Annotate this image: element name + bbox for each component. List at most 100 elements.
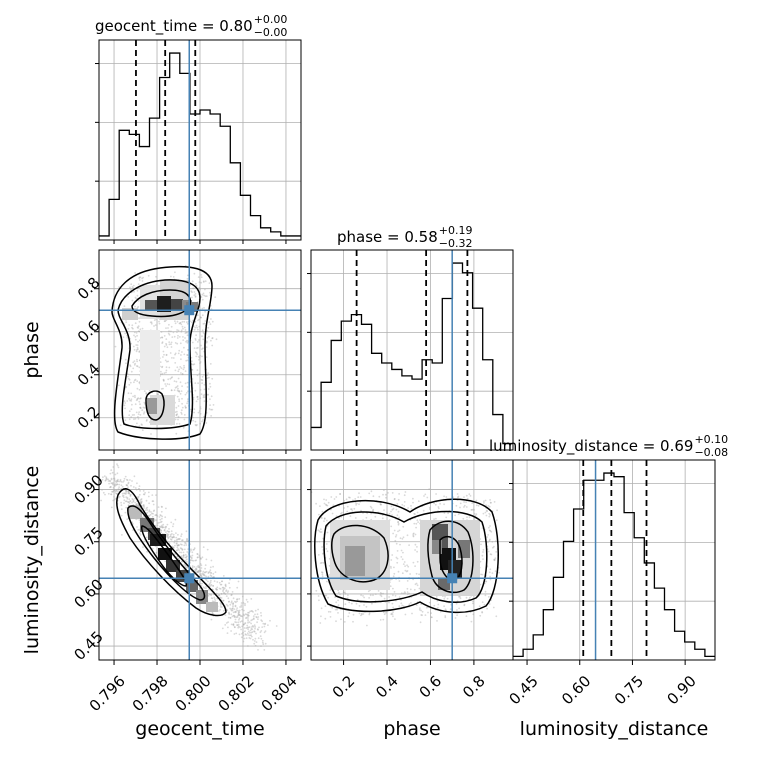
contour-inner-time-dist xyxy=(141,525,188,587)
scatter-pt-phase-dist xyxy=(482,551,484,553)
scatter-pt-time-dist xyxy=(163,529,166,532)
scatter-pt-time-dist xyxy=(171,536,174,539)
scatter-pt-time-phase xyxy=(177,352,180,355)
scatter-pt-time-dist xyxy=(241,632,243,635)
scatter-pt-phase-dist xyxy=(420,609,422,612)
scatter-pt-time-phase xyxy=(197,276,200,278)
scatter-pt-time-dist xyxy=(229,617,232,619)
scatter-pt-time-dist xyxy=(253,630,256,632)
scatter-pt-time-phase xyxy=(170,389,173,392)
scatter-pt-phase-dist xyxy=(392,575,395,578)
scatter-pt-phase-dist xyxy=(428,506,431,509)
scatter-pt-phase-dist xyxy=(401,558,404,561)
scatter-pt-time-phase xyxy=(146,419,148,421)
frame-luminosity_distance-luminosity_distance xyxy=(512,459,716,661)
scatter-pt-phase-dist xyxy=(350,508,353,511)
scatter-pt-time-dist xyxy=(182,551,185,554)
scatter-pt-time-phase xyxy=(159,361,162,363)
scatter-pt-time-phase xyxy=(181,373,184,376)
scatter-pt-time-dist xyxy=(163,526,165,529)
scatter-pt-time-dist xyxy=(226,605,229,607)
scatter-pt-time-dist xyxy=(134,497,136,500)
scatter-pt-time-dist xyxy=(178,537,181,540)
scatter-pt-time-dist xyxy=(257,649,259,651)
scatter-pt-time-dist xyxy=(105,478,108,480)
scatter-pt-time-phase xyxy=(201,335,203,338)
scatter-pt-time-phase xyxy=(179,381,182,384)
scatter-pt-time-dist xyxy=(172,535,175,538)
scatter-pt-time-phase xyxy=(183,326,186,329)
scatter-pt-phase-dist xyxy=(486,607,488,610)
scatter-pt-time-phase xyxy=(182,368,185,371)
scatter-pt-time-phase xyxy=(136,294,139,297)
scatter-pt-time-dist xyxy=(233,616,236,619)
scatter-pt-phase-dist xyxy=(382,493,384,496)
scatter-pt-phase-dist xyxy=(402,536,405,539)
scatter-pt-phase-dist xyxy=(321,546,323,548)
scatter-pt-time-dist xyxy=(138,485,141,487)
scatter-pt-time-phase xyxy=(191,280,194,283)
scatter-pt-phase-dist xyxy=(489,578,492,581)
scatter-pt-time-dist xyxy=(193,565,196,568)
scatter-pt-time-dist xyxy=(228,586,231,589)
scatter-pt-phase-dist xyxy=(485,509,488,512)
scatter-pt-phase-dist xyxy=(488,529,491,532)
scatter-pt-time-dist xyxy=(118,486,120,489)
scatter-pt-phase-dist xyxy=(321,571,324,574)
scatter-pt-phase-dist xyxy=(392,594,394,597)
scatter-pt-time-dist xyxy=(247,626,250,629)
scatter-pt-time-phase xyxy=(202,396,205,399)
scatter-pt-phase-dist xyxy=(423,495,425,497)
scatter-pt-phase-dist xyxy=(383,509,385,511)
scatter-pt-phase-dist xyxy=(491,541,494,543)
scatter-pt-time-phase xyxy=(135,411,138,414)
scatter-pt-phase-dist xyxy=(475,504,478,507)
scatter-pt-time-dist xyxy=(181,560,183,563)
scatter-pt-time-dist xyxy=(230,594,233,597)
scatter-pt-phase-dist xyxy=(315,589,318,592)
scatter-pt-time-phase xyxy=(194,382,197,384)
scatter-pt-time-dist xyxy=(216,581,219,583)
scatter-pt-time-dist xyxy=(232,597,235,600)
scatter-pt-phase-dist xyxy=(385,496,387,499)
scatter-pt-time-dist xyxy=(132,500,135,502)
scatter-pt-phase-dist xyxy=(389,578,392,581)
density-cell-phase-dist-7 xyxy=(438,578,450,590)
scatter-pt-time-dist xyxy=(244,602,246,605)
scatter-pt-time-dist xyxy=(249,631,251,634)
scatter-pt-time-phase xyxy=(131,324,134,327)
scatter-pt-time-phase xyxy=(141,429,144,432)
scatter-pt-phase-dist xyxy=(360,614,362,617)
scatter-pt-time-phase xyxy=(175,380,178,383)
scatter-pt-time-dist xyxy=(192,549,195,551)
scatter-pt-time-phase xyxy=(201,314,204,317)
scatter-pt-time-phase xyxy=(195,324,198,327)
scatter-pt-time-phase xyxy=(176,385,179,387)
scatter-pt-phase-dist xyxy=(326,580,328,583)
scatter-pt-phase-dist xyxy=(494,540,497,542)
scatter-pt-time-dist xyxy=(198,569,201,572)
scatter-pt-time-dist xyxy=(261,626,264,628)
scatter-pt-phase-dist xyxy=(392,611,394,613)
scatter-pt-time-phase xyxy=(136,348,138,351)
scatter-pt-time-dist xyxy=(153,509,156,512)
scatter-pt-time-dist xyxy=(263,631,266,634)
truth-lines xyxy=(99,40,597,660)
scatter-pt-time-dist xyxy=(210,575,213,578)
scatter-pt-time-phase xyxy=(192,396,195,399)
scatter-pt-time-dist xyxy=(186,538,189,541)
scatter-pt-phase-dist xyxy=(490,530,493,533)
scatter-pt-time-dist xyxy=(253,640,256,642)
scatter-pt-phase-dist xyxy=(403,494,406,497)
scatter-pt-time-dist xyxy=(186,561,188,563)
scatter-pt-time-dist xyxy=(160,505,163,508)
scatter-pt-time-phase xyxy=(183,346,185,349)
scatter-pt-phase-dist xyxy=(419,621,422,624)
title-upper-geocent_time: +0.00 xyxy=(254,13,288,26)
scatter-pt-time-phase xyxy=(176,366,179,369)
scatter-pt-time-dist xyxy=(209,574,212,577)
scatter-pt-time-dist xyxy=(250,628,253,630)
scatter-pt-time-dist xyxy=(211,597,214,600)
scatter-pt-time-dist xyxy=(245,613,248,616)
scatter-pt-time-dist xyxy=(181,556,184,559)
